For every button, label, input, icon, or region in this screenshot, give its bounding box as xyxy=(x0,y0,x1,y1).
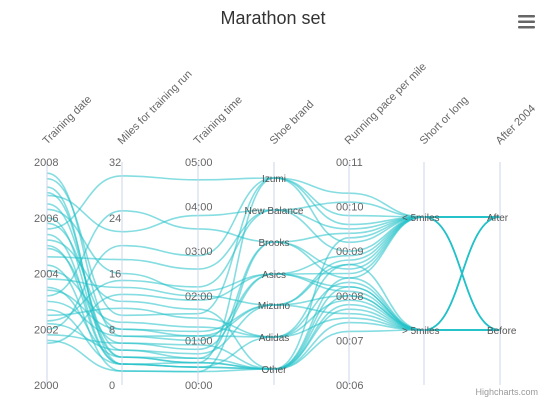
axis-title: Running pace per mile xyxy=(343,61,429,147)
category-label: New Balance xyxy=(245,206,304,217)
category-label: Izumi xyxy=(262,174,286,185)
tick-label: 01:00 xyxy=(185,335,213,347)
category-label: Other xyxy=(261,365,287,376)
tick-label: 2000 xyxy=(34,380,58,392)
series-line[interactable] xyxy=(46,216,501,370)
category-label: < 5miles xyxy=(402,213,440,224)
axis-title: Training date xyxy=(41,94,95,148)
category-label: Before xyxy=(487,326,517,337)
category-label: Mizuno xyxy=(258,301,291,312)
tick-label: 2002 xyxy=(34,324,58,336)
tick-label: 32 xyxy=(109,157,121,169)
tick-label: 2006 xyxy=(34,213,58,225)
tick-label: 00:00 xyxy=(185,380,213,392)
category-label: Adidas xyxy=(259,333,290,344)
axis-after_2004: After 2004 Before After xyxy=(487,103,538,385)
chart-title: Marathon set xyxy=(220,8,325,28)
axis-title: Training time xyxy=(192,94,245,147)
axis-title: After 2004 xyxy=(494,103,538,147)
tick-label: 00:06 xyxy=(336,380,364,392)
category-label: > 5miles xyxy=(402,326,440,337)
tick-label: 02:00 xyxy=(185,291,213,303)
menu-button[interactable] xyxy=(514,9,538,31)
tick-label: 16 xyxy=(109,269,121,281)
series-line[interactable] xyxy=(46,177,500,364)
category-label: After xyxy=(487,213,509,224)
category-label: Brooks xyxy=(258,238,289,249)
axis-title: Short or long xyxy=(418,94,471,147)
category-label: Asics xyxy=(262,270,286,281)
tick-label: 00:07 xyxy=(336,335,364,347)
tick-label: 00:09 xyxy=(336,246,364,258)
tick-label: 03:00 xyxy=(185,246,213,258)
tick-label: 00:11 xyxy=(336,157,363,169)
hamburger-menu-icon xyxy=(518,15,535,29)
tick-label: 2004 xyxy=(34,269,58,281)
axis-short_or_long: Short or long > 5miles < 5miles xyxy=(402,94,471,385)
tick-label: 8 xyxy=(109,324,115,336)
tick-label: 05:00 xyxy=(185,157,213,169)
axis-title: Shoe brand xyxy=(268,98,317,147)
tick-label: 24 xyxy=(109,213,121,225)
tick-label: 2008 xyxy=(34,157,58,169)
tick-label: 0 xyxy=(109,380,115,392)
axis-title: Miles for training run xyxy=(116,68,195,147)
tick-label: 00:10 xyxy=(336,202,364,214)
tick-label: 04:00 xyxy=(185,202,213,214)
tick-label: 00:08 xyxy=(336,291,364,303)
credits-link[interactable]: Highcharts.com xyxy=(475,387,538,397)
